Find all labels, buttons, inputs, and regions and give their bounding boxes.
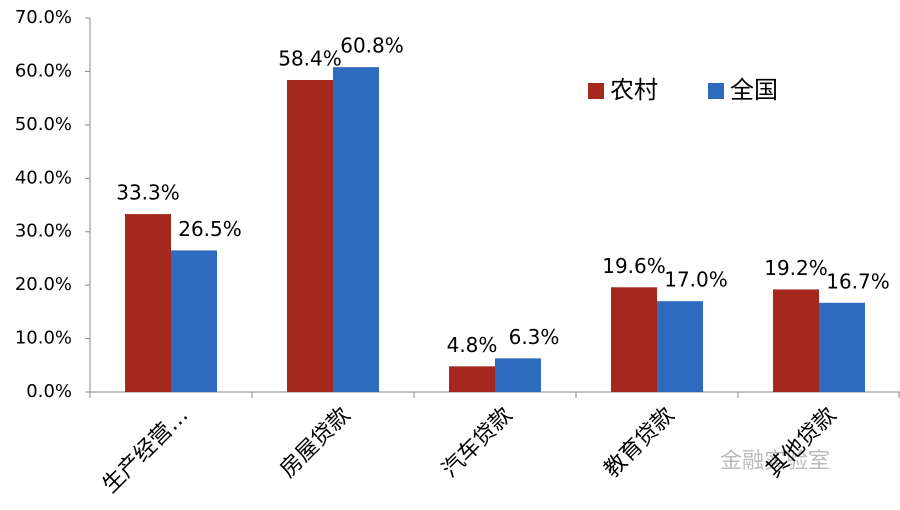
bar [773, 289, 819, 392]
bar [171, 250, 217, 392]
bar [125, 214, 171, 392]
value-label: 26.5% [178, 217, 242, 241]
y-tick-label: 10.0% [15, 328, 72, 349]
bar [287, 79, 333, 392]
y-tick-label: 60.0% [15, 60, 72, 81]
legend-swatch [708, 83, 724, 99]
x-tick-label: 生产经营… [98, 403, 193, 498]
value-label: 19.6% [602, 254, 666, 278]
y-tick-label: 0.0% [26, 381, 72, 402]
value-label: 58.4% [278, 46, 342, 70]
y-tick-label: 40.0% [15, 167, 72, 188]
y-tick-label: 20.0% [15, 274, 72, 295]
legend-label: 全国 [730, 76, 778, 104]
bar [819, 302, 865, 392]
x-tick-label: 汽车贷款 [438, 403, 518, 483]
legend-swatch [588, 83, 604, 99]
watermark: 金融实验室 [720, 449, 830, 474]
bar [449, 366, 495, 392]
value-label: 16.7% [826, 269, 890, 293]
bar [657, 301, 703, 392]
bar [495, 358, 541, 392]
y-tick-label: 50.0% [15, 114, 72, 135]
value-label: 60.8% [340, 34, 404, 58]
x-tick-label: 房屋贷款 [276, 403, 356, 483]
value-label: 19.2% [764, 256, 828, 280]
value-label: 17.0% [664, 268, 728, 292]
value-label: 33.3% [116, 181, 180, 205]
y-tick-label: 30.0% [15, 221, 72, 242]
y-tick-label: 70.0% [15, 7, 72, 28]
x-tick-label: 教育贷款 [600, 403, 680, 483]
value-label: 4.8% [447, 333, 498, 357]
value-label: 6.3% [509, 325, 560, 349]
bar [611, 287, 657, 392]
bar [333, 67, 379, 392]
legend-label: 农村 [610, 76, 658, 104]
